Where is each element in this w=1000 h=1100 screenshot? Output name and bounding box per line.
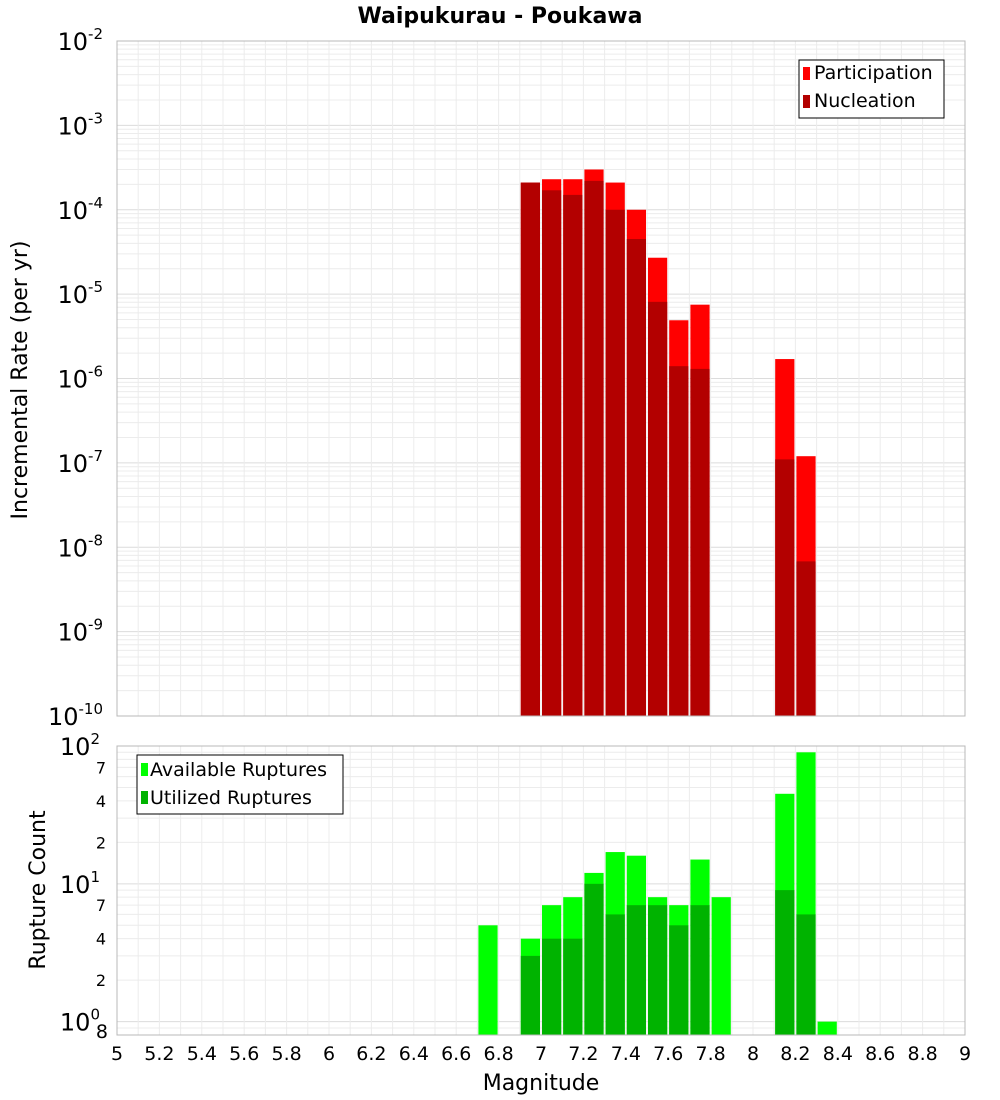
count-y-minor-tick-label: 4 — [96, 792, 106, 811]
rate-y-tick-label: 10-8 — [57, 531, 103, 562]
rate-legend-box — [798, 59, 945, 119]
rate-y-tick-label: 10-4 — [57, 194, 103, 225]
count-y-ticks: 100 101 102 8 2 4 7 2 4 7 — [60, 730, 108, 1043]
rate-bars — [520, 169, 816, 716]
utilized-ruptures-bar — [626, 905, 646, 1035]
count-y-minor-tick-label: 7 — [96, 758, 106, 777]
chart-title: Waipukurau - Poukawa — [358, 4, 643, 29]
rate-y-tick-label: 10-10 — [48, 700, 103, 731]
nucleation-bar — [563, 194, 583, 716]
utilized-ruptures-bar — [584, 883, 604, 1035]
rate-y-ticks: 10-10 10-9 10-8 10-7 10-6 10-5 10-4 10-3 10-2 — [48, 25, 103, 731]
nucleation-bar — [669, 366, 689, 716]
count-y-major-tick-label: 102 — [60, 730, 100, 761]
legend-label-utilized: Utilized Ruptures — [150, 787, 312, 809]
x-tick-label: 5.6 — [229, 1043, 259, 1065]
x-tick-label: 6.8 — [483, 1043, 513, 1065]
utilized-ruptures-bar — [690, 905, 710, 1035]
x-tick-label: 8.6 — [865, 1043, 895, 1065]
x-tick-label: 7.4 — [611, 1043, 641, 1065]
utilized-ruptures-bar — [648, 905, 668, 1035]
rate-y-axis-label: Incremental Rate (per yr) — [8, 241, 33, 520]
rate-plot-frame — [116, 40, 966, 717]
available-ruptures-bar — [711, 897, 731, 1035]
x-tick-label: 5.8 — [271, 1043, 301, 1065]
count-bars — [478, 752, 837, 1035]
legend-label-nucleation: Nucleation — [814, 90, 916, 112]
rate-grid — [116, 40, 966, 717]
magnitude-x-ticks: 5 5.2 5.4 5.6 5.8 6 6.2 6.4 6.6 6.8 7 7.2 7.4 7.6 7.8 8… — [111, 1043, 971, 1065]
rate-y-tick-label: 10-7 — [57, 447, 103, 478]
count-y-minor-tick-label: 4 — [96, 930, 106, 949]
count-panel: 100 101 102 8 2 4 7 2 4 7 5 5.2 5.4 5.6 5.8 6 6.2 6.4 6.6… — [26, 730, 971, 1096]
rate-y-tick-label: 10-5 — [57, 278, 103, 309]
x-tick-label: 5 — [111, 1043, 123, 1065]
nucleation-bar — [542, 190, 562, 716]
legend-label-participation: Participation — [814, 62, 933, 84]
available-ruptures-bar — [817, 1021, 837, 1035]
available-ruptures-bar — [478, 925, 498, 1035]
x-tick-label: 8.4 — [823, 1043, 853, 1065]
rate-y-tick-label: 10-2 — [57, 25, 103, 56]
count-y-minor-tick-label: 2 — [96, 833, 106, 852]
x-tick-label: 7.2 — [568, 1043, 598, 1065]
x-tick-label: 7 — [535, 1043, 547, 1065]
count-y-minor-tick-label: 2 — [96, 971, 106, 990]
x-tick-label: 8 — [747, 1043, 759, 1065]
nucleation-bar — [520, 182, 540, 716]
rate-y-tick-label: 10-3 — [57, 109, 103, 140]
nucleation-bar — [605, 209, 625, 716]
utilized-ruptures-bar — [775, 890, 795, 1035]
x-tick-label: 5.2 — [144, 1043, 174, 1065]
count-y-major-tick-label: 100 — [60, 1006, 100, 1037]
nucleation-bar — [626, 239, 646, 716]
count-y-minor-tick-label: 8 — [96, 1021, 108, 1043]
nucleation-bar — [690, 368, 710, 716]
utilized-ruptures-bar — [669, 925, 689, 1035]
x-tick-label: 6.2 — [356, 1043, 386, 1065]
count-y-axis-label: Rupture Count — [26, 810, 51, 970]
x-tick-label: 6.6 — [441, 1043, 471, 1065]
x-tick-label: 6.4 — [399, 1043, 429, 1065]
count-plot-frame — [116, 745, 966, 1036]
rate-legend: Participation Nucleation — [798, 59, 945, 119]
utilized-ruptures-bar — [605, 914, 625, 1035]
nucleation-bar — [775, 459, 795, 716]
nucleation-bar — [796, 561, 816, 716]
rate-y-tick-label: 10-6 — [57, 363, 103, 394]
legend-swatch-utilized — [141, 791, 148, 804]
utilized-ruptures-bar — [520, 955, 540, 1035]
count-y-minor-tick-label: 7 — [96, 896, 106, 915]
count-legend: Available Ruptures Utilized Ruptures — [136, 754, 344, 815]
count-legend-box — [136, 754, 344, 815]
x-tick-label: 8.8 — [907, 1043, 937, 1065]
legend-swatch-participation — [803, 67, 810, 80]
nucleation-bar — [584, 180, 604, 716]
utilized-ruptures-bar — [542, 938, 562, 1035]
x-tick-label: 7.8 — [695, 1043, 725, 1065]
x-tick-label: 5.4 — [187, 1043, 217, 1065]
x-axis-label: Magnitude — [483, 1071, 600, 1096]
legend-swatch-available — [141, 763, 148, 776]
legend-label-available: Available Ruptures — [150, 759, 327, 781]
x-tick-label: 6 — [323, 1043, 335, 1065]
legend-swatch-nucleation — [803, 95, 810, 108]
nucleation-bar — [648, 301, 668, 716]
rate-panel: 10-10 10-9 10-8 10-7 10-6 10-5 10-4 10-3 10-2 In… — [8, 25, 966, 731]
count-y-major-tick-label: 101 — [60, 868, 100, 899]
utilized-ruptures-bar — [796, 914, 816, 1035]
x-tick-label: 8.2 — [780, 1043, 810, 1065]
utilized-ruptures-bar — [563, 938, 583, 1035]
x-tick-label: 7.6 — [653, 1043, 683, 1065]
rate-y-tick-label: 10-9 — [57, 616, 103, 647]
x-tick-label: 9 — [959, 1043, 971, 1065]
